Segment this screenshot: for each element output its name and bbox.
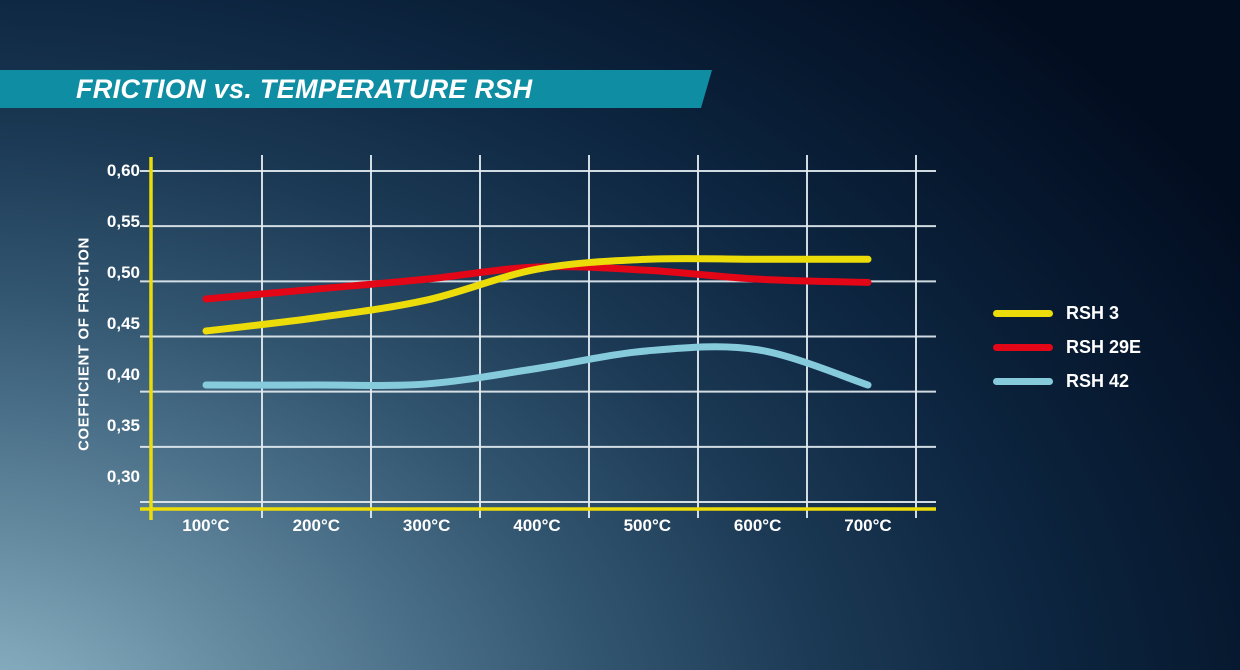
legend-item-rsh-3: RSH 3: [993, 303, 1141, 323]
x-tick-label: 500°C: [623, 516, 672, 535]
y-tick-label: 0,45: [106, 314, 140, 333]
y-tick-label: 0,30: [106, 467, 140, 486]
legend-swatch: [993, 377, 1053, 385]
legend-label: RSH 3: [1066, 302, 1120, 323]
x-tick-label: 600°C: [733, 516, 782, 535]
x-tick-label: 400°C: [513, 516, 561, 535]
legend-swatch: [993, 309, 1053, 317]
legend-label: RSH 29E: [1066, 336, 1142, 357]
legend-swatch: [993, 343, 1053, 351]
x-tick-label: 100°C: [182, 516, 230, 535]
y-tick-label: 0,55: [106, 212, 140, 231]
y-tick-label: 0,50: [106, 263, 140, 282]
x-tick-label: 700°C: [844, 516, 892, 535]
title-banner: FRICTION vs. TEMPERATURE RSH: [0, 70, 712, 108]
legend-label: RSH 42: [1066, 370, 1130, 391]
chart-title: FRICTION vs. TEMPERATURE RSH: [76, 74, 533, 104]
series-line-rsh-42: [202, 343, 872, 389]
chart-legend: RSH 3 RSH 29E RSH 42: [993, 303, 1141, 405]
legend-item-rsh-29e: RSH 29E: [993, 337, 1141, 357]
y-tick-label: 0,35: [106, 416, 140, 435]
x-tick-label: 200°C: [292, 516, 341, 535]
legend-item-rsh-42: RSH 42: [993, 371, 1141, 391]
y-tick-label: 0,40: [106, 365, 140, 384]
y-tick-label: 0,60: [106, 161, 140, 180]
x-tick-label: 300°C: [402, 516, 451, 535]
series-line-rsh-3: [202, 255, 872, 335]
